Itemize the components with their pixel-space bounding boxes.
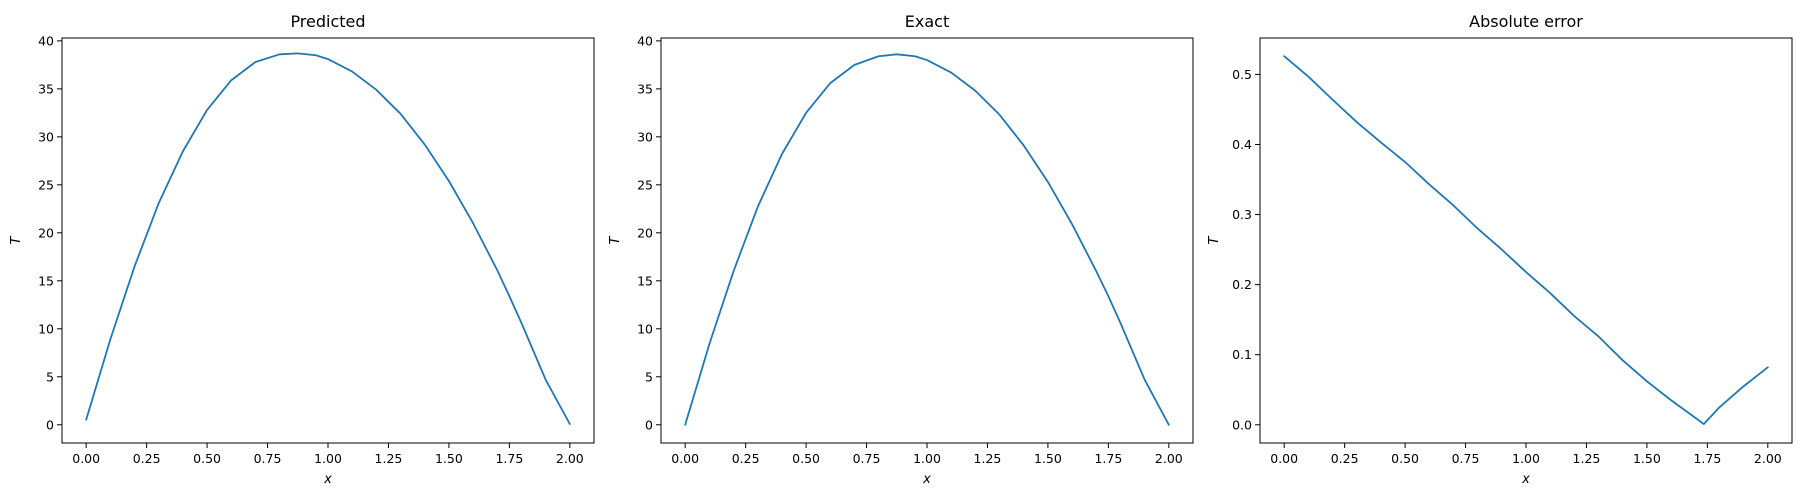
x-tick-label: 0.50 [1391,451,1419,466]
y-tick-label: 10 [38,321,54,336]
x-tick-label: 0.75 [254,451,282,466]
x-tick-label: 1.25 [974,451,1002,466]
y-axis-label: T [9,235,24,244]
y-tick-label: 0.1 [1232,347,1252,362]
x-tick-label: 1.75 [495,451,523,466]
x-tick-label: 1.00 [314,451,342,466]
y-tick-label: 10 [637,321,653,336]
y-tick-label: 35 [38,81,54,96]
x-tick-label: 0.75 [1452,451,1480,466]
y-tick-label: 40 [637,33,653,48]
y-axis-label: T [608,235,623,244]
x-tick-label: 2.00 [1754,451,1782,466]
x-tick-label: 0.25 [133,451,161,466]
y-tick-label: 35 [637,81,653,96]
y-tick-label: 0 [46,417,54,432]
x-tick-label: 0.25 [1331,451,1359,466]
y-tick-label: 0.3 [1232,207,1252,222]
plot-area [1259,37,1793,444]
x-tick-label: 0.25 [732,451,760,466]
chart-title: Absolute error [1469,12,1583,31]
x-tick-label: 0.50 [193,451,221,466]
x-axis-label: x [922,472,931,487]
plot-area [660,37,1194,444]
y-tick-label: 0.4 [1232,137,1252,152]
y-tick-label: 5 [46,369,54,384]
y-tick-label: 30 [38,129,54,144]
x-axis-label: x [1521,472,1530,487]
series-line [684,53,1170,426]
y-tick-label: 15 [637,273,653,288]
chart-title: Predicted [290,12,365,31]
subplot-predicted: Predicted x T 0.00 0.25 0.50 0.75 1.00 1.25 1.… [9,12,595,487]
x-tick-label: 0.50 [792,451,820,466]
x-tick-label: 1.50 [1633,451,1661,466]
series-line [1283,55,1769,425]
x-tick-label: 1.00 [913,451,941,466]
series-line [85,52,571,425]
y-tick-label: 40 [38,33,54,48]
y-axis-label: T [1207,235,1222,244]
x-tick-label: 1.25 [375,451,403,466]
y-tick-label: 20 [38,225,54,240]
y-tick-label: 0 [645,417,653,432]
y-tick-label: 25 [637,177,653,192]
x-tick-label: 1.00 [1512,451,1540,466]
y-tick-label: 15 [38,273,54,288]
x-tick-label: 0.00 [72,451,100,466]
y-tick-label: 0.2 [1232,277,1252,292]
y-tick-label: 30 [637,129,653,144]
x-tick-label: 1.75 [1693,451,1721,466]
x-tick-label: 2.00 [556,451,584,466]
subplot-absolute-error: Absolute error x T 0.00 0.25 0.50 0.75 1.00 1… [1207,12,1793,487]
x-tick-label: 1.50 [1034,451,1062,466]
y-tick-label: 0.0 [1232,417,1252,432]
chart-title: Exact [905,12,949,31]
plot-area [61,37,595,444]
x-tick-label: 0.00 [1270,451,1298,466]
x-tick-label: 0.00 [671,451,699,466]
x-axis-label: x [323,472,332,487]
y-tick-label: 25 [38,177,54,192]
x-tick-label: 1.25 [1573,451,1601,466]
x-tick-label: 2.00 [1155,451,1183,466]
x-tick-label: 1.50 [435,451,463,466]
x-tick-label: 0.75 [853,451,881,466]
y-tick-label: 20 [637,225,653,240]
y-tick-label: 0.5 [1232,67,1252,82]
y-tick-label: 5 [645,369,653,384]
x-tick-label: 1.75 [1094,451,1122,466]
subplot-exact: Exact x T 0.00 0.25 0.50 0.75 1.00 1.25 1.50 1.… [608,12,1194,487]
